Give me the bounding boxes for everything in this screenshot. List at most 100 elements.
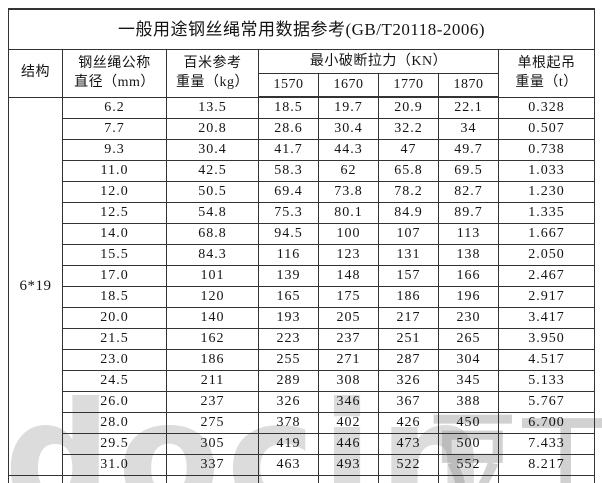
header-grade-1770: 1770 xyxy=(378,73,439,98)
table-cell: 388 xyxy=(438,391,499,413)
table-cell: 237 xyxy=(318,328,379,350)
table-cell: 3.950 xyxy=(497,328,596,350)
table-cell: 31.0 xyxy=(62,454,167,476)
table-cell xyxy=(438,475,499,483)
table-cell: 217 xyxy=(378,307,439,329)
table-cell: 100 xyxy=(318,223,379,245)
table-row: 11.0 42.5 58.3 62 65.8 69.5 1.033 xyxy=(9,160,596,182)
table-cell: 13.5 xyxy=(166,96,259,119)
table-cell: 402 xyxy=(318,412,379,434)
table-cell: 75.3 xyxy=(258,202,319,224)
table-cell xyxy=(497,475,596,483)
table-row: 18.5 120 165 175 186 196 2.917 xyxy=(9,286,596,308)
table-cell: 0.328 xyxy=(497,96,596,119)
structure-cell: 6*19 xyxy=(8,96,63,476)
table-cell: 230 xyxy=(438,307,499,329)
table-cell: 94.5 xyxy=(258,223,319,245)
table-cell: 107 xyxy=(378,223,439,245)
table-row: 20.0 140 193 205 217 230 3.417 xyxy=(9,307,596,329)
table-cell: 73.8 xyxy=(318,181,379,203)
header-diameter-line1: 钢丝绳公称 xyxy=(78,56,151,72)
table-cell: 120 xyxy=(166,286,259,308)
table-cell: 237 xyxy=(166,391,259,413)
table-cell: 345 xyxy=(438,370,499,392)
table-cell: 287 xyxy=(378,349,439,371)
table-cell: 24.5 xyxy=(62,370,167,392)
table-row: 21.5 162 223 237 251 265 3.950 xyxy=(9,328,596,350)
table-cell: 326 xyxy=(378,370,439,392)
table-cell: 1.667 xyxy=(497,223,596,245)
header-row-top: 结构 钢丝绳公称 直径（mm） 百米参考 重量（kg） 最小破断拉力（KN） 单… xyxy=(8,49,596,98)
table-cell: 186 xyxy=(166,349,259,371)
table-cell: 20.0 xyxy=(62,307,167,329)
table-cell: 0.507 xyxy=(497,118,596,140)
table-cell: 522 xyxy=(378,454,439,476)
table-cell: 58.3 xyxy=(258,160,319,182)
table-row: 24.5 211 289 308 326 345 5.133 xyxy=(9,370,596,392)
table-cell xyxy=(166,475,259,483)
table-cell: 463 xyxy=(258,454,319,476)
header-lifting-line1: 单根起吊 xyxy=(517,56,576,72)
table-cell: 138 xyxy=(438,244,499,266)
table-cell: 131 xyxy=(378,244,439,266)
table-cell: 65.8 xyxy=(378,160,439,182)
header-grade-1670: 1670 xyxy=(318,73,379,98)
table-cell: 211 xyxy=(166,370,259,392)
table-cell: 196 xyxy=(438,286,499,308)
table-cell: 19.7 xyxy=(318,96,379,119)
table-cell: 4.517 xyxy=(497,349,596,371)
table-cell: 450 xyxy=(438,412,499,434)
table-cell: 304 xyxy=(438,349,499,371)
table-cell: 2.467 xyxy=(497,265,596,287)
table-cell: 41.7 xyxy=(258,139,319,161)
table-cell: 1.033 xyxy=(497,160,596,182)
table-cell: 14.0 xyxy=(62,223,167,245)
table-cell xyxy=(318,475,379,483)
table-cell: 44.3 xyxy=(318,139,379,161)
table-cell: 12.0 xyxy=(62,181,167,203)
table-cell: 84.9 xyxy=(378,202,439,224)
table-cell: 47 xyxy=(378,139,439,161)
table-cell: 69.5 xyxy=(438,160,499,182)
table-cell: 20.9 xyxy=(378,96,439,119)
table-row: 7.7 20.8 28.6 30.4 32.2 34 0.507 xyxy=(9,118,596,140)
header-lifting-line2: 重量（t） xyxy=(515,75,578,91)
table-cell: 80.1 xyxy=(318,202,379,224)
table-cell: 337 xyxy=(166,454,259,476)
table-cell: 271 xyxy=(318,349,379,371)
table-cell: 193 xyxy=(258,307,319,329)
table-cell: 7.433 xyxy=(497,433,596,455)
table-cell: 17.0 xyxy=(62,265,167,287)
table-cell xyxy=(378,475,439,483)
table-cell: 165 xyxy=(258,286,319,308)
table-cell: 22.1 xyxy=(438,96,499,119)
table-row: 29.5 305 419 446 473 500 7.433 xyxy=(9,433,596,455)
table-cell: 6.2 xyxy=(62,96,167,119)
table-cell: 18.5 xyxy=(258,96,319,119)
table-cell: 139 xyxy=(258,265,319,287)
table-cell: 205 xyxy=(318,307,379,329)
table-cell: 54.8 xyxy=(166,202,259,224)
table-cell: 26.0 xyxy=(62,391,167,413)
table-cell: 265 xyxy=(438,328,499,350)
table-cell: 326 xyxy=(258,391,319,413)
table-cell: 289 xyxy=(258,370,319,392)
header-grade-1870: 1870 xyxy=(438,73,499,98)
table-cell: 49.7 xyxy=(438,139,499,161)
table-cell: 29.5 xyxy=(62,433,167,455)
table-cell: 15.5 xyxy=(62,244,167,266)
table-cell xyxy=(8,475,63,483)
wire-rope-table: 一般用途钢丝绳常用数据参考(GB/T20118-2006) 结构 钢丝绳公称 直… xyxy=(7,8,596,483)
table-cell: 255 xyxy=(258,349,319,371)
table-cell: 1.335 xyxy=(497,202,596,224)
table-cell: 113 xyxy=(438,223,499,245)
table-cell: 162 xyxy=(166,328,259,350)
table-cell: 251 xyxy=(378,328,439,350)
header-weight-line1: 百米参考 xyxy=(183,56,242,72)
table-cell: 2.917 xyxy=(497,286,596,308)
table-row: 9.3 30.4 41.7 44.3 47 49.7 0.738 xyxy=(9,139,596,161)
table-cell: 8.217 xyxy=(497,454,596,476)
table-cell xyxy=(62,475,167,483)
page-title: 一般用途钢丝绳常用数据参考(GB/T20118-2006) xyxy=(7,8,596,50)
